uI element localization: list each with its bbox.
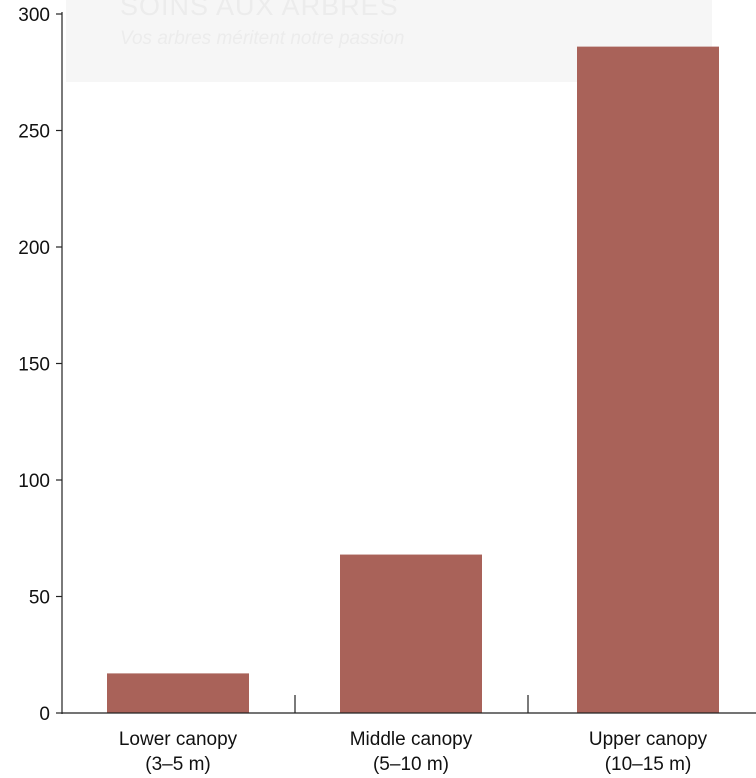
watermark-logo: SOINS AUX ARBRES Vos arbres méritent not… [66,0,712,82]
x-category-label: Middle canopy [350,729,473,750]
y-tick-label: 100 [18,471,50,492]
x-category-label: (5–10 m) [373,754,449,775]
x-category-label: (3–5 m) [145,754,210,775]
x-category-label: Upper canopy [589,729,708,750]
watermark-subtitle: Vos arbres méritent notre passion [120,28,404,49]
bar-series [107,46,719,714]
y-tick-label: 250 [18,122,50,143]
y-tick-label: 50 [29,588,50,609]
watermark-title: SOINS AUX ARBRES [120,0,399,21]
y-axis-ticks: 0 50 100 150 200 250 300 [18,5,62,725]
x-category-label: Lower canopy [119,729,238,750]
bar-2 [340,554,482,713]
bar-3 [577,46,719,714]
x-axis-labels: Lower canopy (3–5 m) Middle canopy (5–10 m)… [119,729,708,775]
bar-1 [107,673,249,713]
y-tick-label: 200 [18,238,50,259]
x-category-label: (10–15 m) [605,754,692,775]
y-tick-label: 150 [18,355,50,376]
y-tick-label: 300 [18,5,50,26]
y-tick-label: 0 [39,704,50,725]
